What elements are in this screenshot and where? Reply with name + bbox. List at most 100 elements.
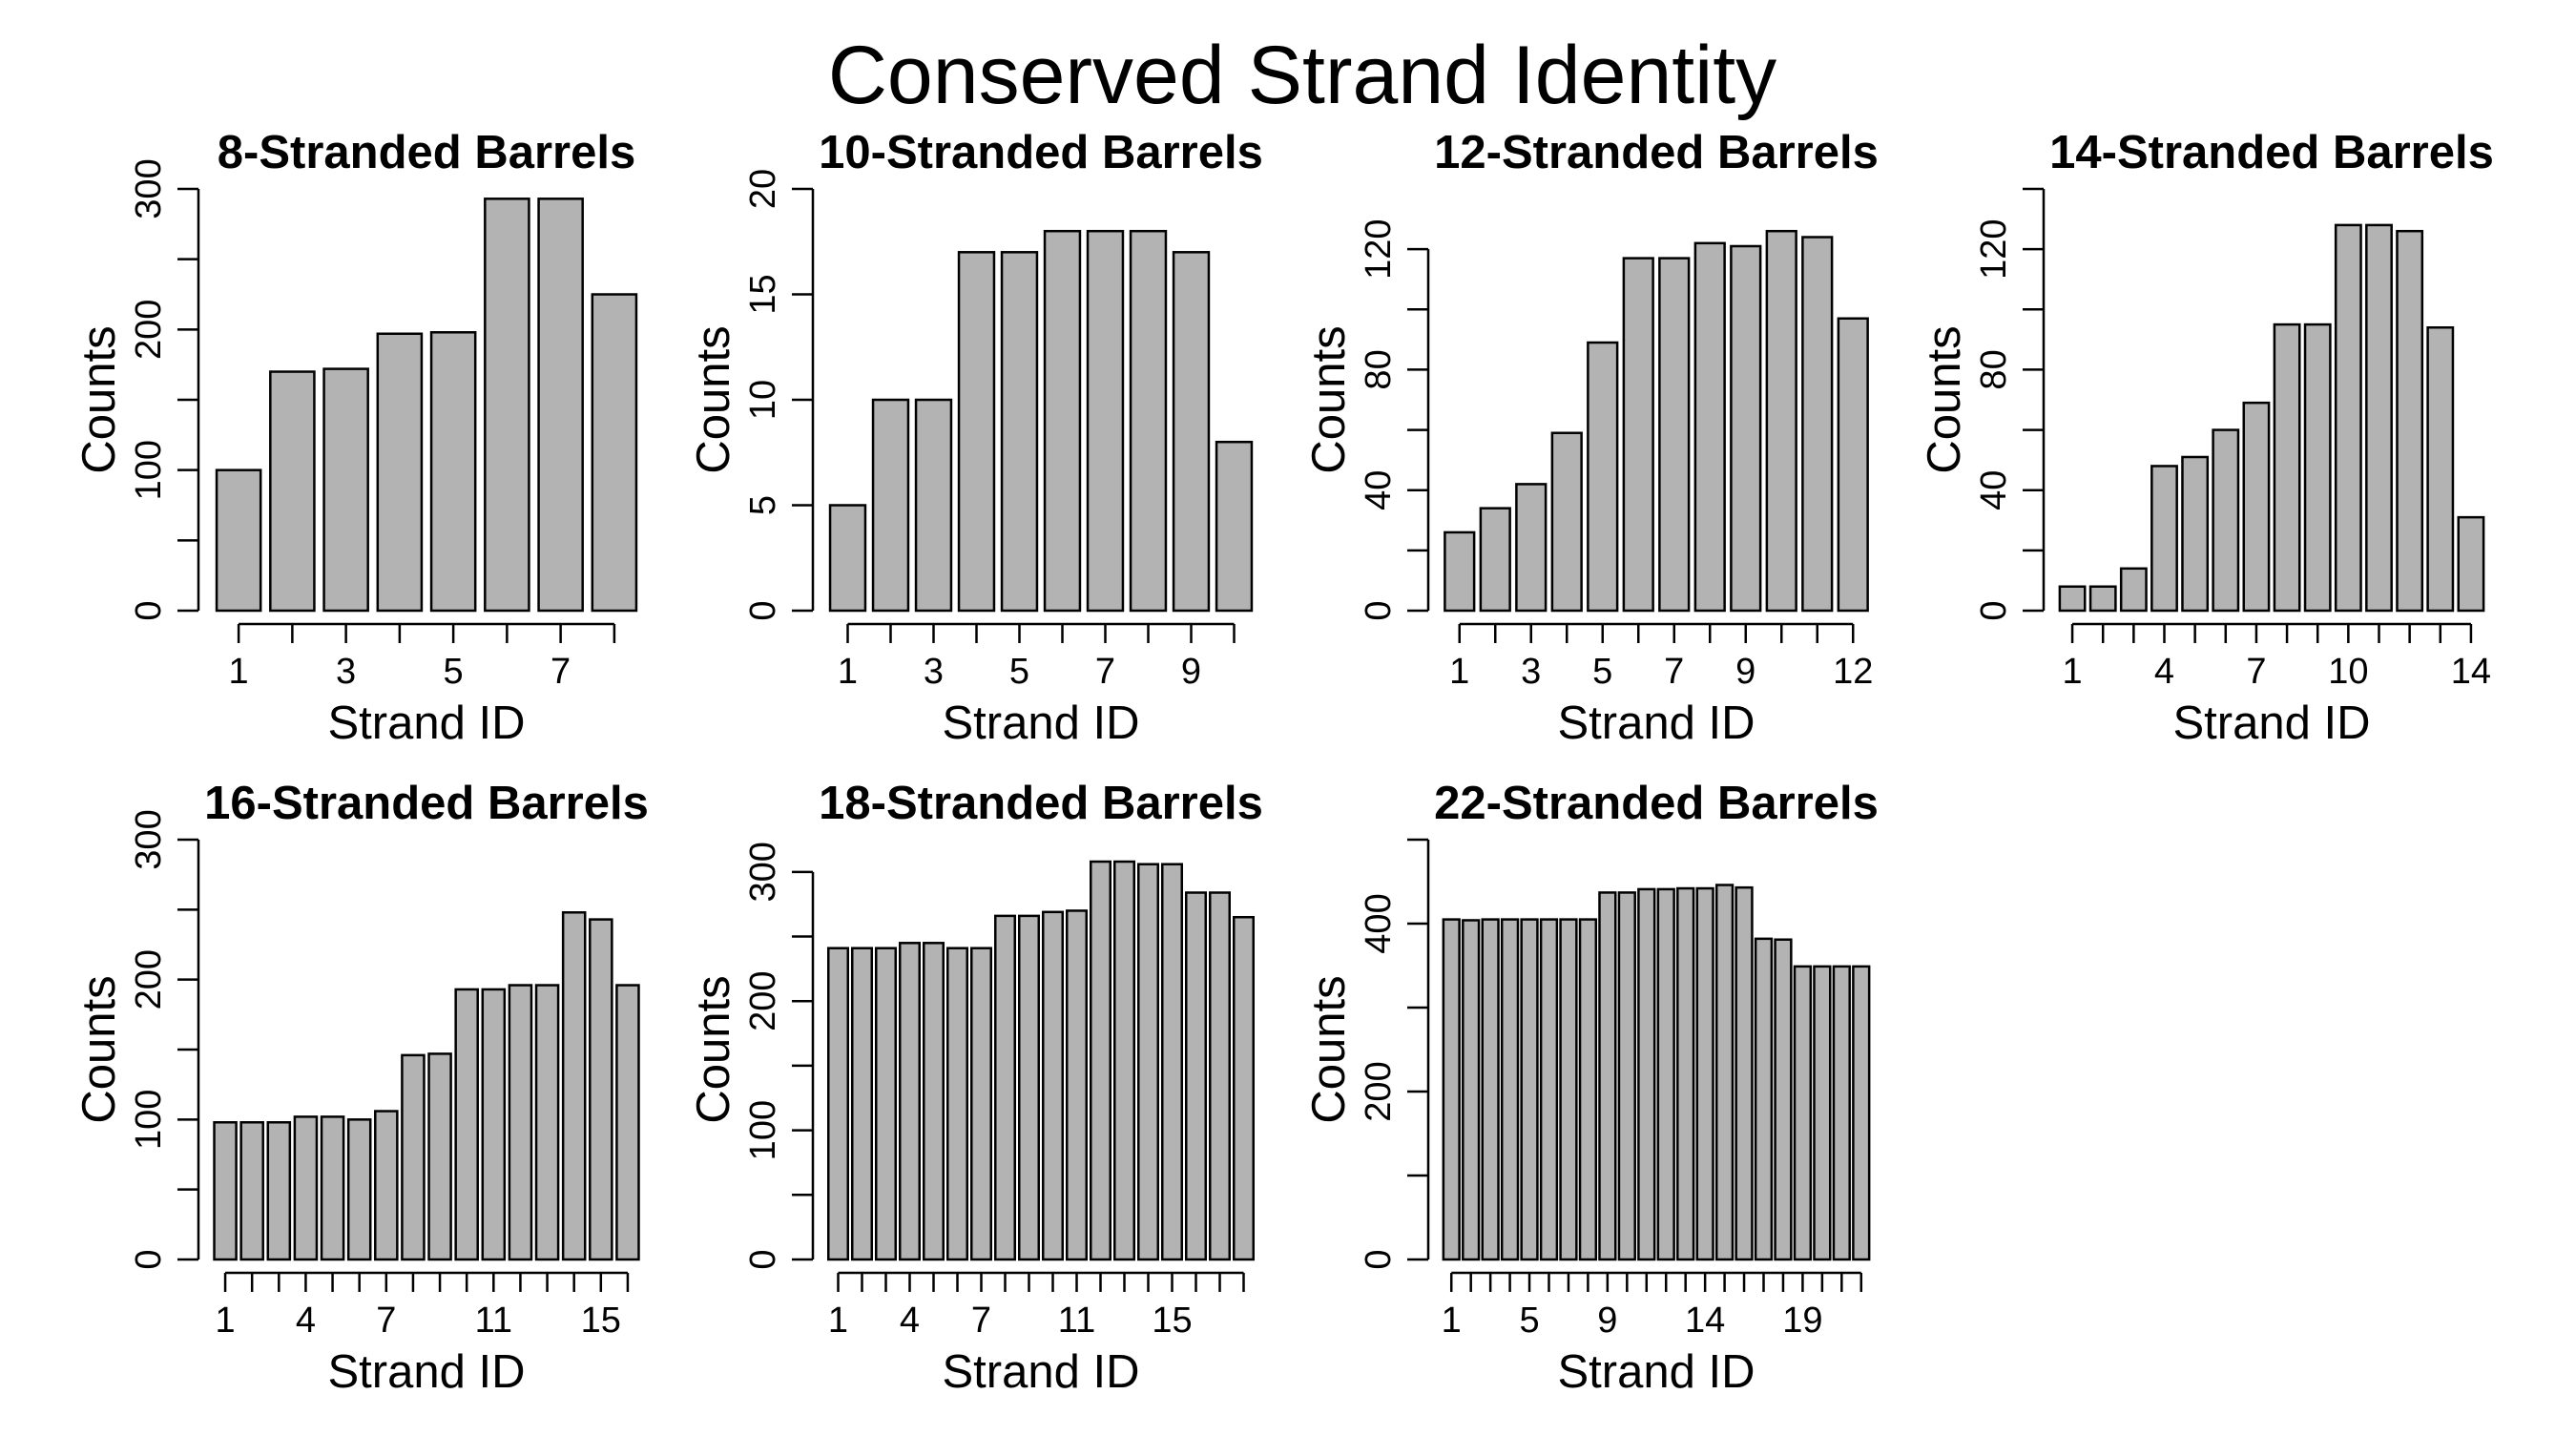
bar (1172, 251, 1211, 613)
bar (1793, 965, 1813, 1261)
bar (2396, 229, 2424, 613)
x-tick-label: 11 (1058, 1301, 1095, 1341)
x-tick-label: 3 (1521, 652, 1541, 692)
bar (1578, 918, 1598, 1261)
bar (1444, 531, 1476, 613)
y-tick-label: 200 (129, 949, 169, 1009)
bar (2365, 223, 2393, 613)
bar (429, 331, 477, 613)
bar (1137, 863, 1159, 1261)
bar (1233, 915, 1255, 1261)
bar (374, 1110, 399, 1261)
bar (2242, 401, 2271, 613)
bar (2119, 567, 2148, 613)
bar (615, 984, 640, 1261)
bar (1462, 919, 1481, 1261)
x-axis-label: Strand ID (328, 1346, 526, 1398)
x-tick-label: 1 (229, 652, 249, 692)
bar (1129, 229, 1168, 613)
bar (1774, 938, 1793, 1261)
x-axis-label: Strand ID (1558, 697, 1755, 749)
y-tick-label: 15 (743, 274, 783, 314)
bar (589, 918, 613, 1261)
bar (266, 1121, 292, 1261)
bar (1801, 236, 1834, 613)
x-tick-label: 15 (1152, 1301, 1192, 1341)
bar (1813, 965, 1832, 1261)
x-tick-label: 1 (1449, 652, 1469, 692)
bar (1837, 317, 1869, 613)
x-tick-label: 19 (1782, 1301, 1822, 1341)
y-tick-label: 0 (743, 600, 783, 620)
x-tick-label: 4 (296, 1301, 316, 1341)
bar (2457, 515, 2485, 613)
bar (1539, 918, 1559, 1261)
y-axis-label: Counts (1303, 325, 1355, 473)
x-tick-label: 3 (924, 652, 944, 692)
bar (1676, 886, 1695, 1261)
x-tick-label: 7 (971, 1301, 991, 1341)
bar (2058, 585, 2087, 613)
bar (213, 1121, 238, 1261)
bar (508, 984, 533, 1261)
bar (1500, 918, 1520, 1261)
y-tick-label: 120 (1974, 219, 2014, 279)
bar (1656, 887, 1675, 1261)
bar (946, 947, 968, 1261)
x-tick-label: 5 (444, 652, 464, 692)
bar (1043, 229, 1082, 613)
bar (1852, 965, 1871, 1261)
x-tick-label: 9 (1735, 652, 1755, 692)
x-tick-label: 9 (1181, 652, 1201, 692)
x-tick-label: 5 (1009, 652, 1029, 692)
bar (1090, 860, 1111, 1261)
bar (1161, 863, 1183, 1261)
bar (1832, 965, 1851, 1261)
bar (1637, 887, 1656, 1261)
panel-title: 12-Stranded Barrels (1434, 127, 1879, 178)
bar (1515, 483, 1548, 613)
bar (1587, 341, 1619, 613)
bar (914, 398, 953, 613)
bar (957, 251, 996, 613)
x-tick-label: 7 (551, 652, 571, 692)
bar (1215, 440, 1254, 613)
bar (1113, 860, 1135, 1261)
y-tick-label: 0 (1359, 600, 1399, 620)
bar (2150, 465, 2178, 613)
bar (1481, 918, 1500, 1261)
x-tick-label: 7 (1095, 652, 1115, 692)
y-axis-label: Counts (1303, 975, 1355, 1123)
y-tick-label: 0 (129, 600, 169, 620)
y-tick-label: 10 (743, 380, 783, 420)
bar (2088, 585, 2117, 613)
bar (1735, 885, 1754, 1261)
bar (1520, 918, 1539, 1261)
bar (293, 1115, 319, 1261)
y-axis-label: Counts (1919, 325, 1970, 473)
y-tick-label: 80 (1359, 349, 1399, 389)
y-tick-label: 0 (743, 1249, 783, 1269)
bar (1550, 431, 1583, 613)
y-tick-label: 400 (1359, 893, 1399, 953)
bar (1559, 918, 1578, 1261)
bar (484, 198, 530, 613)
bar (2273, 323, 2301, 613)
x-tick-label: 1 (1442, 1301, 1462, 1341)
y-tick-label: 300 (129, 158, 169, 219)
bar (1622, 257, 1654, 613)
bar (1765, 229, 1797, 613)
bar (269, 370, 316, 613)
bar (923, 942, 945, 1261)
panel-title: 10-Stranded Barrels (819, 127, 1263, 178)
x-tick-label: 7 (1664, 652, 1684, 692)
bar (828, 504, 867, 613)
bar (537, 198, 584, 613)
x-tick-label: 12 (1833, 652, 1873, 692)
bar (481, 988, 507, 1261)
bar (2334, 223, 2362, 613)
bar (1209, 891, 1231, 1261)
y-tick-label: 20 (743, 169, 783, 209)
x-tick-label: 1 (828, 1301, 848, 1341)
